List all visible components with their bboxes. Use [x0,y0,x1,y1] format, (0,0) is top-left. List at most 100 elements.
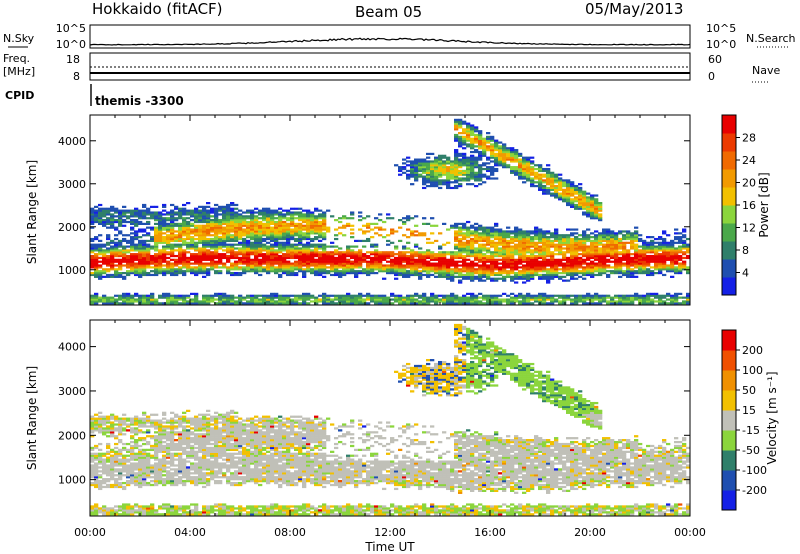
power-cell [158,270,163,273]
power-cell [222,222,227,226]
power-cell [486,241,491,244]
power-cell [518,234,523,237]
power-cell [362,245,367,248]
power-cell [454,270,459,273]
power-cell [630,302,635,305]
power-cell [450,253,455,256]
power-cell [366,292,371,295]
power-cell [570,275,575,278]
power-cell [158,302,163,305]
power-cell [446,253,451,256]
power-cell [470,245,475,248]
power-cell [142,243,147,246]
power-cell [414,300,419,303]
power-cell [574,271,579,275]
power-cell [546,298,551,301]
power-cell [386,260,391,263]
power-cell [454,137,459,140]
power-cell [158,249,163,252]
power-cell [150,247,155,250]
power-cell [562,241,567,244]
power-cell [418,273,423,277]
power-cell [458,254,463,258]
power-cell [550,188,555,191]
power-cell [662,243,667,246]
power-cell [582,302,587,305]
power-cell [518,270,523,273]
power-cell [258,247,263,250]
power-cell [206,271,211,275]
power-cell [554,228,559,231]
power-cell [658,302,663,305]
power-cell [406,271,411,275]
power-cell [286,294,291,297]
power-cell [474,222,479,226]
power-cell [138,217,143,220]
power-cell [118,220,123,224]
power-cell [138,294,143,297]
power-cell [342,273,347,277]
power-cell [318,254,323,258]
power-cell [102,270,107,273]
power-cell [590,239,595,243]
power-cell [254,262,259,265]
power-cell [530,184,535,188]
power-cell [462,270,467,273]
power-cell [314,249,319,252]
power-cell [178,266,183,269]
power-cell [502,241,507,244]
power-cell [246,215,251,218]
power-cell [674,256,679,260]
power-cell [654,249,659,252]
power-cell [510,296,515,299]
power-cell [578,186,583,190]
power-cell [210,253,215,256]
power-cell [242,254,247,258]
power-cell [566,184,571,188]
power-cell [586,200,591,203]
power-cell [342,254,347,258]
power-cell [170,253,175,256]
power-cell [234,300,239,303]
power-cell [106,270,111,273]
power-cell [162,247,167,250]
power-cell [490,243,495,246]
power-cell [662,296,667,299]
power-cell [122,215,127,218]
power-cell [322,300,327,303]
power-cell [586,296,591,299]
power-cell [106,275,111,278]
power-cell [590,245,595,248]
power-cell [98,213,103,216]
power-cell [546,183,551,186]
power-cell [182,213,187,216]
power-cell [282,258,287,261]
power-cell [318,271,323,275]
power-cell [334,219,339,222]
power-cell [158,234,163,237]
power-cell [522,296,527,299]
power-cell [494,232,499,235]
power-cell [642,270,647,273]
power-cell [318,294,323,297]
power-cell [266,224,271,227]
power-cell [442,222,447,226]
power-cell [546,190,551,193]
power-cell [166,292,171,295]
power-cell [458,230,463,233]
power-cell [146,271,151,275]
power-cell [318,262,323,265]
power-cell [150,273,155,277]
power-cell [338,266,343,269]
power-cell [334,262,339,265]
power-cell [486,162,491,165]
power-cell [550,275,555,278]
power-cell [286,230,291,233]
power-cell [462,294,467,297]
power-cell [646,256,651,260]
power-cell [346,258,351,261]
power-cell [246,260,251,263]
power-cell [154,268,159,271]
power-cell [126,296,131,299]
power-cell [482,279,487,282]
